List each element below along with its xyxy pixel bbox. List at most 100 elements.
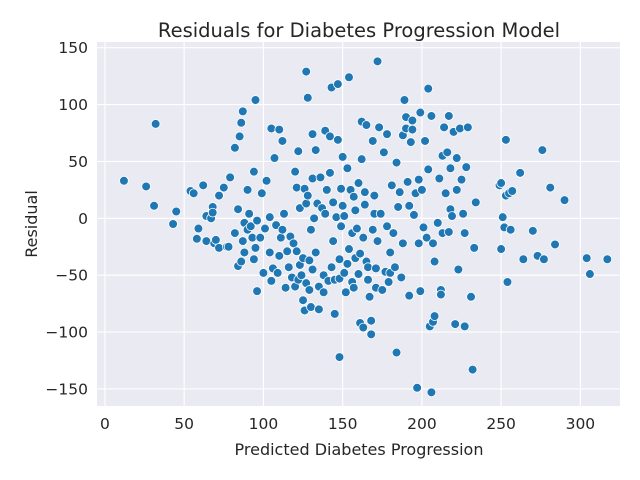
data-point	[386, 180, 397, 191]
data-point	[391, 347, 402, 358]
data-point	[328, 197, 338, 208]
data-point	[261, 175, 272, 186]
data-point	[344, 72, 354, 83]
data-point	[404, 290, 415, 301]
data-point	[426, 111, 437, 121]
data-point	[211, 235, 221, 245]
data-point	[301, 66, 312, 77]
data-point	[214, 243, 224, 253]
y-tick-label: 150	[58, 39, 88, 57]
y-tick-label: 100	[58, 96, 88, 114]
x-axis-label: Predicted Diabetes Progression	[235, 440, 484, 459]
data-point	[302, 92, 313, 103]
data-point	[451, 185, 462, 195]
data-point	[390, 262, 400, 273]
data-point	[274, 124, 285, 135]
data-point	[372, 56, 383, 67]
data-point	[337, 201, 348, 211]
data-point	[350, 205, 361, 216]
data-point	[444, 227, 454, 237]
data-point	[502, 277, 513, 287]
data-point	[429, 256, 440, 267]
data-point	[119, 175, 129, 186]
data-point	[234, 131, 245, 142]
data-point	[496, 244, 506, 254]
data-point	[391, 157, 402, 168]
data-point	[218, 182, 229, 193]
data-point	[445, 163, 456, 174]
data-point	[249, 254, 259, 265]
data-point	[325, 168, 335, 178]
data-point	[394, 187, 405, 197]
data-point	[247, 232, 258, 243]
tick-labels: 0 50 100 150 200 250 300 −150 −100 −50 0 50 100 150	[45, 39, 595, 433]
data-point	[141, 181, 151, 192]
data-point	[307, 173, 318, 184]
data-point	[423, 83, 434, 94]
data-point	[269, 153, 280, 163]
data-point	[291, 246, 302, 257]
data-point	[257, 188, 267, 199]
data-point	[602, 254, 613, 265]
data-point	[283, 262, 294, 273]
data-point	[367, 224, 378, 235]
y-tick-label: 50	[68, 153, 88, 171]
data-point	[466, 291, 476, 302]
data-point	[455, 123, 465, 134]
data-point	[367, 136, 378, 146]
data-point	[249, 166, 259, 177]
data-point	[238, 236, 248, 246]
data-point	[382, 221, 392, 232]
data-point	[428, 238, 438, 249]
data-point	[207, 207, 218, 218]
x-tick-label: 300	[566, 415, 596, 433]
data-point	[528, 226, 538, 236]
data-point	[250, 95, 261, 105]
data-point	[374, 122, 384, 133]
data-point	[238, 106, 248, 117]
data-point	[236, 256, 247, 267]
data-point	[336, 221, 346, 232]
data-point	[233, 204, 243, 215]
data-point	[314, 304, 324, 315]
data-point	[272, 268, 283, 278]
data-point	[469, 243, 479, 253]
data-point	[417, 185, 427, 195]
data-point	[439, 122, 449, 133]
data-point	[458, 208, 468, 219]
data-point	[459, 321, 470, 332]
data-point	[230, 228, 240, 238]
data-point	[328, 236, 338, 246]
data-point	[371, 263, 381, 274]
data-point	[450, 319, 460, 329]
data-point	[214, 190, 224, 201]
data-point	[404, 201, 415, 211]
data-point	[252, 215, 262, 226]
x-tick-label: 100	[249, 415, 279, 433]
data-point	[436, 289, 446, 300]
data-point	[459, 228, 470, 238]
data-point	[432, 218, 443, 228]
data-point	[266, 123, 277, 134]
data-point	[361, 120, 372, 130]
y-tick-label: −50	[55, 267, 88, 285]
data-point	[282, 246, 292, 257]
data-point	[307, 129, 318, 139]
data-point	[383, 277, 394, 287]
data-point	[198, 180, 208, 191]
data-point	[296, 270, 307, 280]
data-point	[423, 164, 434, 175]
data-point	[245, 221, 256, 232]
data-point	[279, 208, 289, 219]
data-point	[223, 241, 234, 252]
data-point	[364, 291, 375, 302]
data-point	[453, 264, 464, 275]
data-point	[277, 136, 288, 146]
data-point	[496, 178, 506, 188]
data-point	[413, 174, 424, 185]
data-point	[442, 147, 453, 158]
data-point	[420, 136, 430, 146]
data-point	[250, 243, 261, 253]
data-point	[201, 236, 212, 246]
